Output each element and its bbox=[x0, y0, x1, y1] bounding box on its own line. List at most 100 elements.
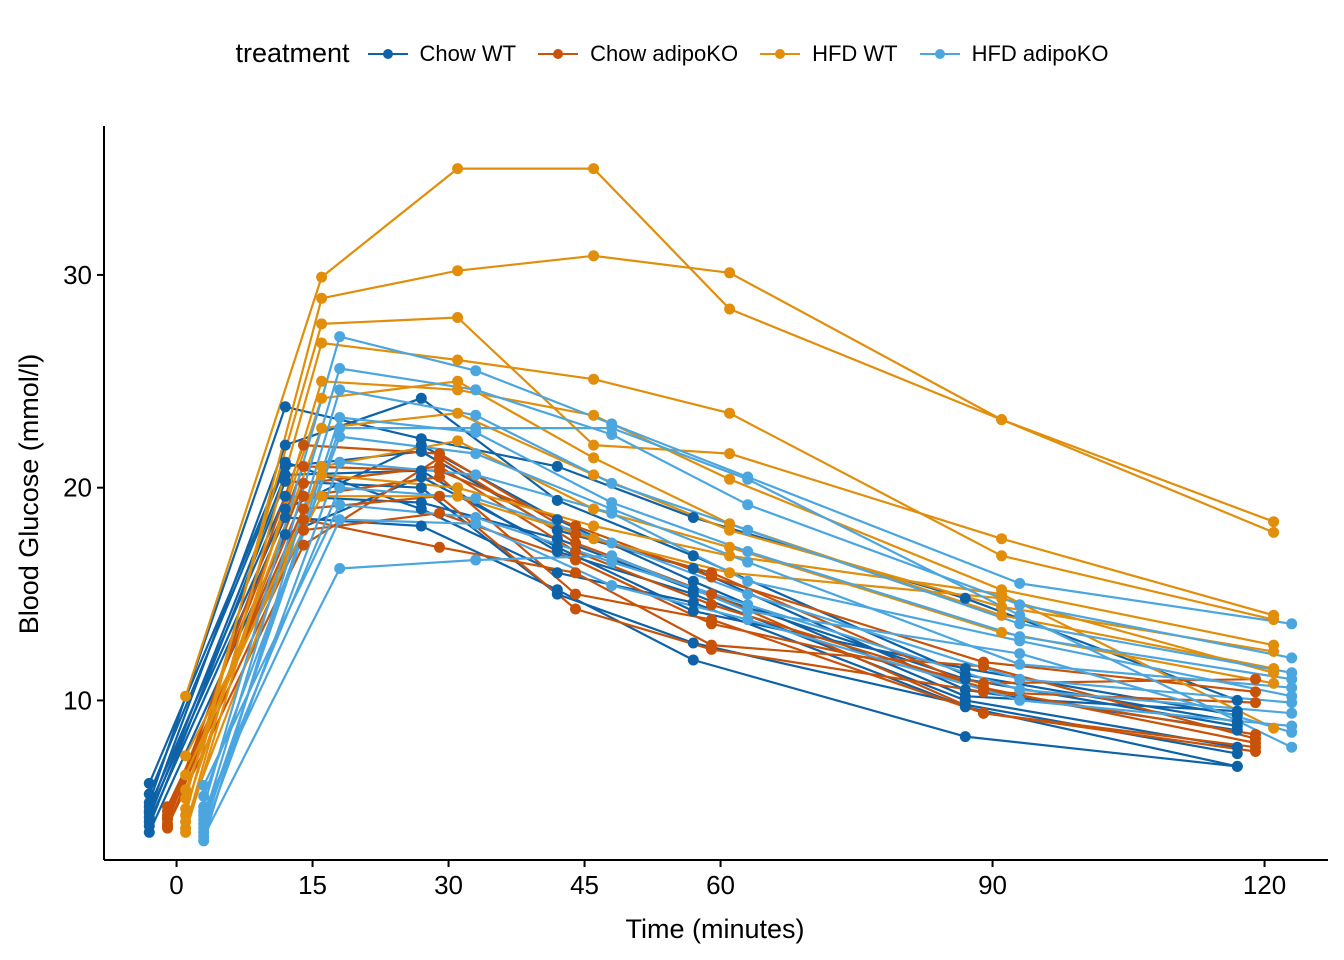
data-point-hfd_ko bbox=[1286, 707, 1298, 719]
data-point-chow_ko bbox=[706, 618, 717, 630]
data-point-hfd_wt bbox=[724, 473, 736, 485]
data-point-chow_ko bbox=[978, 707, 989, 719]
data-point-hfd_wt bbox=[316, 392, 328, 404]
data-point-chow_wt bbox=[551, 533, 563, 545]
x-tick-label: 120 bbox=[1243, 870, 1286, 900]
data-point-chow_wt bbox=[959, 731, 971, 743]
data-point-hfd_ko bbox=[470, 492, 482, 504]
data-point-hfd_wt bbox=[588, 469, 600, 481]
data-point-hfd_wt bbox=[180, 750, 192, 762]
data-point-chow_ko bbox=[434, 452, 445, 464]
data-point-hfd_wt bbox=[180, 690, 192, 702]
data-point-chow_ko bbox=[434, 471, 445, 483]
data-point-hfd_ko bbox=[742, 524, 754, 536]
data-point-hfd_ko bbox=[1286, 697, 1298, 709]
data-point-hfd_wt bbox=[180, 769, 192, 781]
x-tick-label: 0 bbox=[169, 870, 183, 900]
data-point-hfd_wt bbox=[724, 267, 736, 279]
data-point-chow_wt bbox=[415, 471, 427, 483]
data-point-chow_wt bbox=[279, 456, 291, 468]
data-point-chow_wt bbox=[551, 460, 563, 472]
data-point-hfd_ko bbox=[606, 550, 618, 562]
series-line-hfd_ko bbox=[202, 486, 1292, 816]
data-point-hfd_wt bbox=[996, 592, 1008, 604]
data-point-chow_wt bbox=[279, 475, 291, 487]
data-point-chow_wt bbox=[1231, 748, 1243, 760]
data-point-hfd_ko bbox=[1014, 618, 1026, 630]
data-point-hfd_ko bbox=[742, 556, 754, 568]
data-point-chow_ko bbox=[570, 603, 581, 615]
data-point-chow_wt bbox=[959, 592, 971, 604]
series-line-hfd_wt bbox=[184, 439, 1274, 823]
data-point-hfd_wt bbox=[588, 250, 600, 262]
data-point-chow_ko bbox=[1250, 733, 1261, 745]
data-point-hfd_wt bbox=[452, 490, 464, 502]
data-point-chow_ko bbox=[570, 567, 581, 579]
data-point-hfd_ko bbox=[334, 514, 346, 526]
data-point-hfd_ko bbox=[334, 499, 346, 511]
series-line-hfd_wt bbox=[184, 380, 1274, 810]
series-lines bbox=[148, 167, 1293, 842]
data-point-chow_ko bbox=[298, 503, 309, 515]
data-point-hfd_ko bbox=[1014, 635, 1026, 647]
data-point-chow_wt bbox=[415, 520, 427, 532]
x-tick-label: 90 bbox=[978, 870, 1007, 900]
data-point-hfd_wt bbox=[316, 292, 328, 304]
legend-key-chow-wt bbox=[367, 44, 408, 64]
data-point-chow_ko bbox=[298, 524, 309, 536]
data-point-chow_ko bbox=[162, 820, 173, 832]
data-point-hfd_ko bbox=[198, 805, 210, 817]
data-point-chow_wt bbox=[551, 514, 563, 526]
data-point-hfd_ko bbox=[470, 409, 482, 421]
data-point-hfd_wt bbox=[1268, 677, 1280, 689]
data-point-chow_ko bbox=[298, 539, 309, 551]
data-point-hfd_ko bbox=[1286, 682, 1298, 694]
data-point-hfd_ko bbox=[334, 412, 346, 423]
data-point-chow_ko bbox=[1250, 697, 1261, 709]
data-point-chow_wt bbox=[687, 597, 699, 609]
data-point-hfd_wt bbox=[588, 409, 600, 421]
data-point-chow_wt bbox=[687, 512, 699, 523]
data-point-chow_ko bbox=[1250, 746, 1261, 757]
data-point-chow_ko bbox=[298, 477, 309, 489]
data-point-chow_wt bbox=[143, 816, 155, 828]
data-point-hfd_ko bbox=[1014, 673, 1026, 685]
legend-item-chow-wt: Chow WT bbox=[367, 41, 516, 67]
data-point-hfd_ko bbox=[334, 422, 346, 434]
data-point-hfd_wt bbox=[588, 373, 600, 385]
data-point-hfd_wt bbox=[724, 567, 736, 579]
data-point-chow_ko bbox=[298, 490, 309, 502]
data-point-chow_wt bbox=[687, 654, 699, 666]
data-point-chow_wt bbox=[143, 777, 155, 789]
y-axis-title: Blood Glucose (mmol/l) bbox=[14, 354, 44, 635]
y-tick-label: 10 bbox=[63, 685, 92, 715]
data-point-hfd_ko bbox=[334, 563, 346, 574]
data-point-hfd_ko bbox=[198, 780, 210, 791]
data-point-hfd_wt bbox=[180, 792, 192, 804]
data-point-hfd_wt bbox=[180, 816, 192, 828]
x-tick-label: 30 bbox=[434, 870, 463, 900]
legend-key-hfd-wt bbox=[760, 44, 801, 64]
legend: treatment Chow WT Chow adipoKO HFD WT HF… bbox=[0, 38, 1344, 69]
data-point-hfd_ko bbox=[470, 448, 482, 460]
data-point-chow_ko bbox=[1250, 673, 1261, 685]
data-point-hfd_wt bbox=[724, 524, 736, 536]
data-point-hfd_ko bbox=[1286, 652, 1298, 664]
data-point-hfd_wt bbox=[588, 520, 600, 532]
data-point-hfd_wt bbox=[316, 318, 328, 330]
data-point-chow_wt bbox=[279, 512, 291, 523]
data-point-hfd_ko bbox=[334, 331, 346, 343]
data-point-hfd_ko bbox=[606, 477, 618, 489]
data-point-hfd_ko bbox=[334, 384, 346, 396]
data-point-hfd_wt bbox=[588, 533, 600, 545]
data-point-chow_wt bbox=[687, 550, 699, 562]
legend-label-hfd-adipoko: HFD adipoKO bbox=[971, 40, 1109, 66]
axes: 0 15 30 45 60 90 120 10 20 30 bbox=[63, 126, 1328, 900]
data-point-hfd_ko bbox=[606, 580, 618, 591]
data-point-hfd_wt bbox=[316, 375, 328, 387]
data-point-chow_wt bbox=[415, 482, 427, 494]
data-point-chow_ko bbox=[570, 529, 581, 540]
data-point-chow_ko bbox=[162, 811, 173, 823]
data-point-chow_wt bbox=[279, 490, 291, 502]
data-point-hfd_wt bbox=[588, 439, 600, 451]
